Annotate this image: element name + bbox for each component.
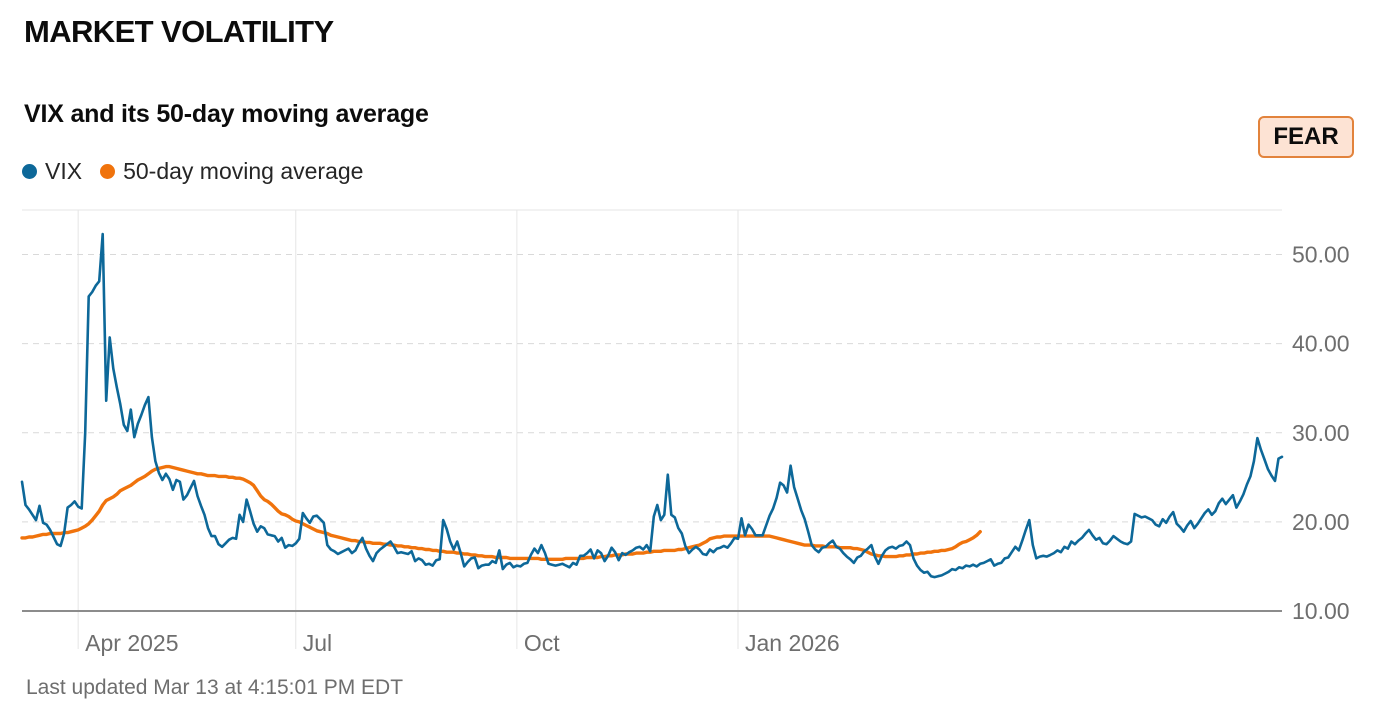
legend-label-vix: VIX	[45, 158, 83, 184]
page-title: MARKET VOLATILITY	[24, 14, 334, 49]
legend-item-ma50: 50-day moving average	[100, 158, 363, 185]
chart-title: VIX and its 50-day moving average	[24, 100, 429, 128]
legend-item-vix: VIX	[22, 158, 82, 185]
vix-legend-dot-icon	[22, 164, 37, 179]
vix-line	[20, 232, 1284, 579]
y-tick-label: 20.00	[1292, 509, 1350, 535]
y-tick-label: 50.00	[1292, 242, 1350, 268]
x-tick-label: Oct	[524, 630, 560, 656]
fear-greed-badge: FEAR	[1258, 116, 1354, 158]
y-tick-label: 30.00	[1292, 420, 1350, 446]
last-updated-timestamp: Last updated Mar 13 at 4:15:01 PM EDT	[26, 676, 404, 699]
ma50-legend-dot-icon	[100, 164, 116, 179]
chart-legend: VIX 50-day moving average	[22, 158, 363, 185]
y-tick-label: 10.00	[1292, 598, 1350, 624]
x-tick-label: Jan 2026	[745, 630, 840, 656]
legend-label-ma50: 50-day moving average	[123, 158, 364, 184]
x-tick-label: Jul	[303, 630, 332, 656]
x-tick-label: Apr 2025	[85, 630, 178, 656]
y-tick-label: 40.00	[1292, 331, 1350, 357]
